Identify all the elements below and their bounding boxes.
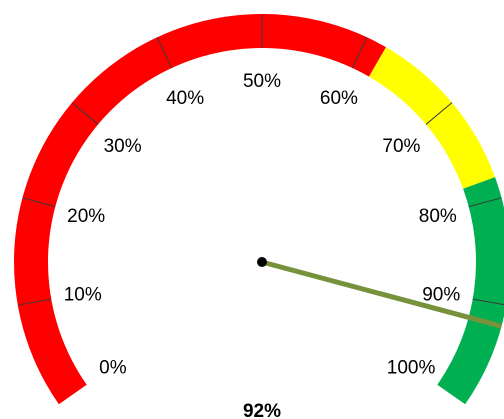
gauge-tick-label-0: 0% — [99, 357, 127, 378]
gauge-tick-6 — [351, 37, 368, 69]
gauge-tick-label-5: 50% — [243, 71, 281, 92]
gauge-bands — [14, 14, 504, 405]
gauge-tick-1 — [17, 298, 52, 306]
gauge-band-2 — [437, 177, 504, 405]
gauge-band-1 — [369, 47, 496, 189]
gauge-tick-3 — [71, 102, 99, 125]
gauge-tick-4 — [156, 37, 173, 69]
gauge-value-label: 92% — [243, 401, 281, 419]
gauge-tick-label-6: 60% — [320, 88, 358, 109]
gauge-tick-7 — [425, 102, 453, 125]
gauge-tick-label-7: 70% — [382, 136, 420, 157]
gauge-tick-label-10: 100% — [387, 357, 436, 378]
gauge-hub — [257, 257, 267, 267]
gauge-tick-label-8: 80% — [419, 206, 457, 227]
gauge-tick-9 — [472, 298, 504, 306]
gauge-tick-label-4: 40% — [166, 88, 204, 109]
gauge-needle-group — [257, 257, 503, 329]
gauge-tick-8 — [468, 197, 502, 208]
gauge-tick-label-2: 20% — [67, 206, 105, 227]
gauge-tick-label-3: 30% — [104, 136, 142, 157]
gauge-ticks — [17, 14, 504, 306]
gauge-tick-2 — [22, 197, 56, 208]
gauge-tick-labels: 0% 10% 20% 30% 40% 50% 60% 70% 80% 90% 100% — [64, 71, 461, 378]
gauge-band-0 — [14, 14, 386, 405]
gauge-tick-label-9: 90% — [422, 285, 460, 306]
gauge-needle — [261, 259, 503, 329]
gauge-tick-label-1: 10% — [64, 285, 102, 306]
